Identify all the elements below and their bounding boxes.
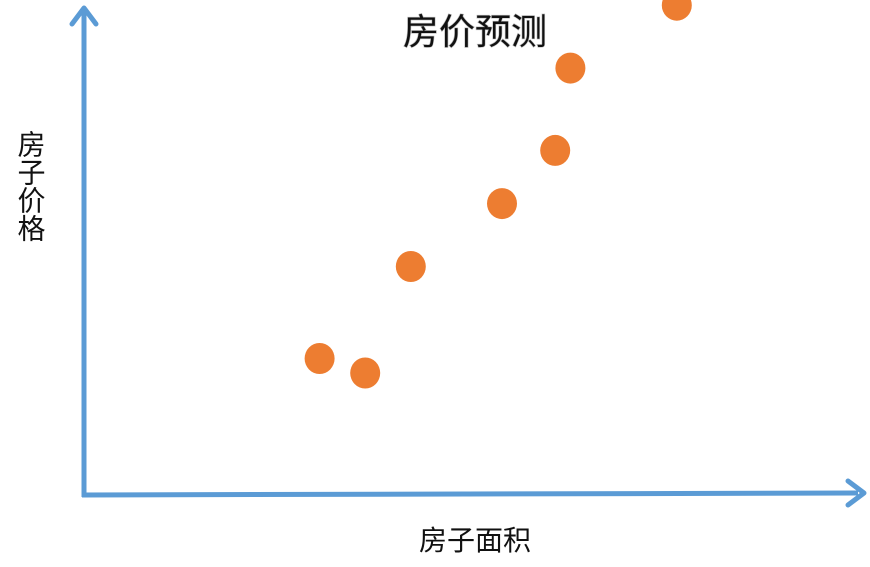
data-point xyxy=(487,188,517,220)
y-axis-arrow-icon xyxy=(69,5,99,27)
data-point xyxy=(661,0,692,21)
data-point xyxy=(555,52,586,84)
data-point xyxy=(395,251,426,282)
x-axis-line xyxy=(81,490,859,498)
data-point xyxy=(304,343,335,374)
data-point xyxy=(350,357,381,389)
chart-title: 房价预测 xyxy=(403,12,547,53)
x-axis-label: 房子面积 xyxy=(419,524,531,557)
data-points xyxy=(304,0,692,389)
data-point xyxy=(540,134,571,166)
y-axis-label: 房子价格 xyxy=(14,130,47,242)
x-axis-arrow-icon xyxy=(845,478,867,508)
